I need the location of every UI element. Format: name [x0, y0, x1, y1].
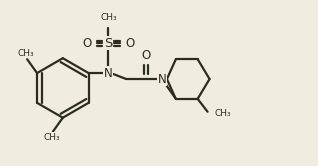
Text: N: N — [158, 73, 166, 85]
Text: N: N — [104, 67, 113, 80]
Text: S: S — [104, 37, 113, 50]
Text: CH₃: CH₃ — [215, 109, 231, 118]
Text: CH₃: CH₃ — [44, 133, 60, 142]
Text: O: O — [126, 37, 135, 50]
Text: O: O — [142, 49, 151, 62]
Text: CH₃: CH₃ — [100, 13, 117, 22]
Text: CH₃: CH₃ — [18, 49, 34, 58]
Text: O: O — [82, 37, 91, 50]
